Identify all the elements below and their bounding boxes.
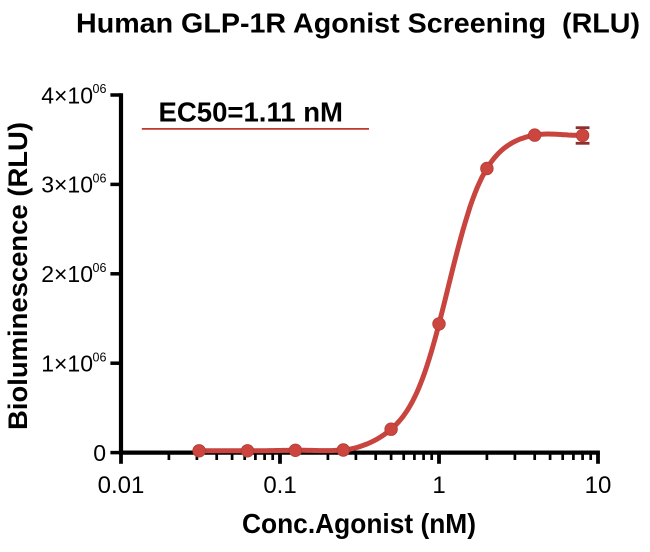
svg-text:0.01: 0.01 (98, 472, 145, 499)
svg-text:1×10: 1×10 (41, 351, 93, 377)
svg-text:06: 06 (93, 350, 107, 364)
svg-text:06: 06 (93, 82, 107, 96)
svg-text:06: 06 (93, 172, 107, 186)
svg-text:10: 10 (585, 472, 612, 499)
svg-text:Bioluminescence (RLU): Bioluminescence (RLU) (3, 122, 33, 430)
svg-text:Conc.Agonist (nM): Conc.Agonist (nM) (242, 508, 476, 539)
svg-text:3×10: 3×10 (41, 172, 93, 198)
svg-text:1: 1 (432, 472, 445, 499)
svg-text:EC50=1.11 nM: EC50=1.11 nM (159, 97, 344, 128)
svg-text:4×10: 4×10 (41, 82, 93, 108)
svg-text:2×10: 2×10 (41, 261, 93, 287)
svg-text:0: 0 (93, 440, 106, 466)
svg-text:Human GLP-1R Agonist Screening: Human GLP-1R Agonist Screening (RLU) (76, 8, 640, 39)
svg-text:06: 06 (93, 261, 107, 275)
svg-text:0.1: 0.1 (263, 472, 296, 499)
